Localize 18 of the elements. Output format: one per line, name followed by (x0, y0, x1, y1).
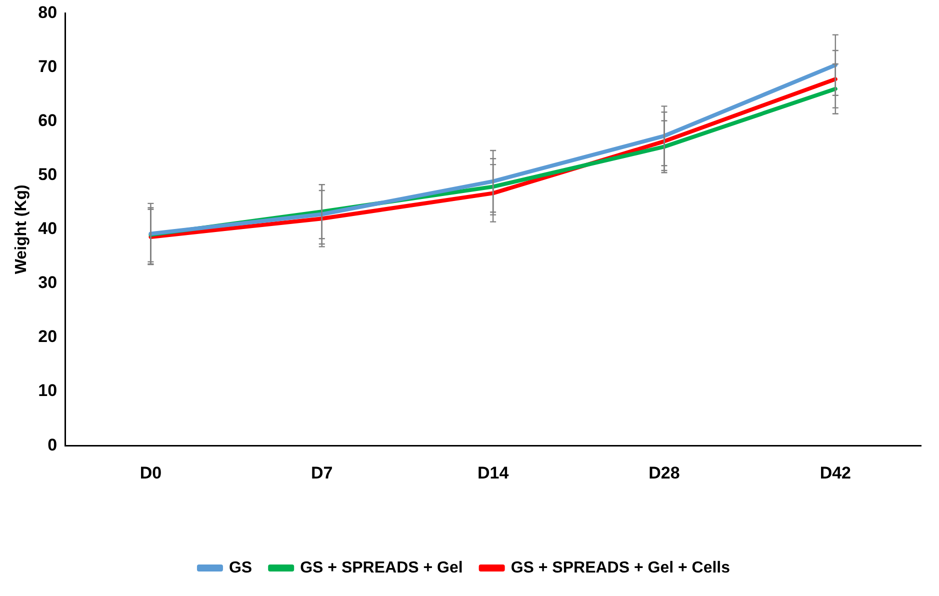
legend-label: GS + SPREADS + Gel (300, 559, 463, 576)
x-tick-label: D14 (477, 463, 510, 482)
x-tick-label: D7 (311, 463, 333, 482)
y-tick-label: 30 (38, 273, 58, 292)
y-tick-label: 40 (38, 219, 58, 238)
y-tick-label: 60 (38, 110, 58, 130)
y-tick-label: 50 (38, 165, 58, 184)
y-tick-label: 20 (38, 327, 58, 346)
y-tick-label: 0 (48, 435, 58, 454)
y-tick-label: 10 (38, 381, 58, 400)
y-tick-label: 80 (38, 2, 58, 22)
legend-label: GS + SPREADS + Gel + Cells (510, 559, 730, 576)
y-axis-title: Weight (Kg) (13, 184, 30, 274)
x-tick-label: D0 (140, 463, 162, 482)
y-tick-label: 70 (38, 56, 58, 76)
x-tick-label: D42 (820, 463, 852, 482)
legend-label: GS (228, 559, 252, 576)
x-tick-label: D28 (648, 463, 680, 482)
